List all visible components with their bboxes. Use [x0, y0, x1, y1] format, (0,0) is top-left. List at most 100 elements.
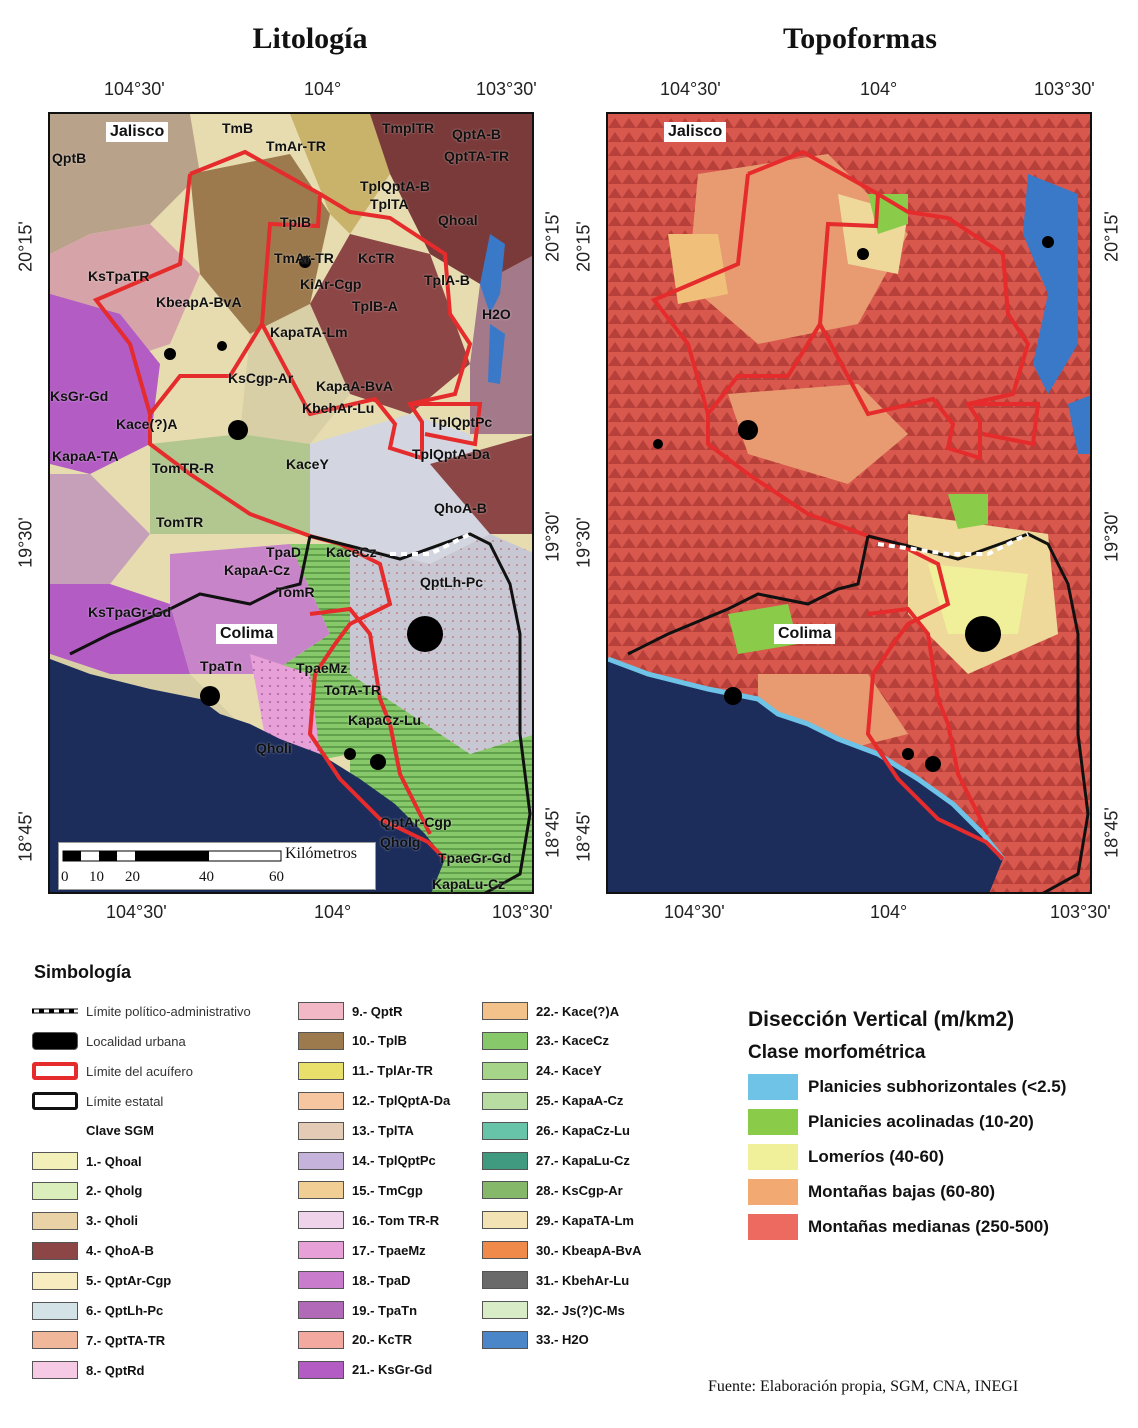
- legend-item: 22.- Kace(?)A: [482, 1000, 619, 1022]
- topoforms-map: [606, 112, 1092, 894]
- geo-unit-label: KapaA-TA: [52, 448, 119, 464]
- legend-label: 29.- KapaTA-Lm: [536, 1212, 634, 1228]
- legend-item: 7.- QptTA-TR: [32, 1329, 165, 1351]
- legend-label: 24.- KaceY: [536, 1063, 602, 1079]
- legend-swatch: [298, 1301, 344, 1319]
- legend-item: 29.- KapaTA-Lm: [482, 1209, 634, 1231]
- left-lat-right-3: 18°45': [542, 807, 563, 858]
- geo-unit-label: QptTA-TR: [444, 148, 510, 164]
- dv-swatch: [748, 1074, 798, 1100]
- left-lat-right-2: 19°30': [542, 511, 563, 562]
- dv-swatch: [748, 1214, 798, 1240]
- legend-item: 14.- TplQptPc: [298, 1150, 436, 1172]
- geo-unit-label: KbeapA-BvA: [156, 294, 242, 310]
- legend-swatch: [482, 1121, 528, 1140]
- geo-unit-label: KbehAr-Lu: [302, 400, 375, 416]
- legend-item: 18.- TpaD: [298, 1269, 411, 1291]
- legend-item: 25.- KapaA-Cz: [482, 1090, 623, 1112]
- geo-unit-label: KiAr-Cgp: [300, 276, 362, 292]
- legend-item: 13.- TplTA: [298, 1120, 414, 1142]
- legend-label: 14.- TplQptPc: [352, 1153, 436, 1168]
- geo-unit-label: KapaLu-Cz: [432, 876, 506, 892]
- legend-item: 28.- KsCgp-Ar: [482, 1179, 623, 1201]
- legend-swatch: [482, 1330, 528, 1349]
- right-lon-bottom-2: 104°: [870, 902, 908, 922]
- legend-label: 26.- KapaCz-Lu: [536, 1123, 630, 1139]
- geo-unit-label: TplA-B: [424, 272, 470, 288]
- dashed-boundary-icon: [32, 1008, 78, 1014]
- geo-unit-label: KsTpaGr-Gd: [88, 604, 172, 620]
- legend-label: 32.- Js(?)C-Ms: [536, 1302, 625, 1318]
- legend-label: 11.- TplAr-TR: [352, 1063, 433, 1079]
- urban-area-icon: [32, 1032, 78, 1050]
- legend-label: 3.- Qholi: [86, 1213, 138, 1229]
- geo-unit-label: TpaeGr-Gd: [438, 850, 512, 866]
- right-lat-right-1: 20°15': [1101, 211, 1122, 262]
- geo-unit-label: KapaA-Cz: [224, 562, 291, 578]
- legend-swatch: [32, 1361, 78, 1380]
- dv-legend-item: Lomeríos (40-60): [748, 1144, 944, 1170]
- legend-label: 15.- TmCgp: [352, 1182, 423, 1198]
- geo-unit-label: KsGr-Gd: [50, 388, 109, 404]
- legend-swatch: [298, 1241, 344, 1260]
- left-lon-top-2: 104°: [304, 79, 342, 99]
- geo-unit-label: ToTA-TR: [324, 682, 382, 698]
- legend-item: 8.- QptRd: [32, 1359, 145, 1381]
- legend-swatch: [482, 1301, 528, 1319]
- legend-swatch: [298, 1002, 344, 1020]
- geo-unit-label: TomR: [276, 584, 315, 600]
- legend-label: 23.- KaceCz: [536, 1033, 609, 1049]
- scale-tick: 0: [61, 869, 69, 885]
- legend-item: 5.- QptAr-Cgp: [32, 1270, 171, 1292]
- scale-tick: 20: [125, 869, 140, 885]
- scale-tick: 60: [269, 869, 284, 885]
- legend-swatch: [32, 1152, 78, 1170]
- left-lon-top-3: 103°30': [476, 79, 537, 99]
- legend-label: 22.- Kace(?)A: [536, 1003, 620, 1019]
- legend-item: 33.- H2O: [482, 1329, 589, 1351]
- geo-unit-label: KapaCz-Lu: [348, 712, 422, 728]
- right-lon-top-1: 104°30': [660, 79, 721, 99]
- legend-label: 6.- QptLh-Pc: [86, 1303, 164, 1318]
- legend-swatch: [482, 1002, 528, 1020]
- legend-swatch: [482, 1091, 528, 1110]
- geo-unit-label: TplB: [280, 214, 312, 230]
- legend-swatch: [482, 1271, 528, 1290]
- dv-legend-subtitle: Clase morfométrica: [748, 1042, 926, 1063]
- legend-label: 28.- KsCgp-Ar: [536, 1182, 623, 1198]
- legend-swatch: [482, 1151, 528, 1170]
- geo-unit-label: TpaD: [266, 544, 301, 560]
- legend-label: 5.- QptAr-Cgp: [86, 1273, 172, 1289]
- legend-label: 19.- TpaTn: [352, 1302, 418, 1318]
- geo-unit-label: KcTR: [358, 250, 395, 266]
- legend-swatch: [298, 1061, 344, 1080]
- legend-item: 32.- Js(?)C-Ms: [482, 1299, 625, 1321]
- geo-unit-label: KsCgp-Ar: [228, 370, 294, 386]
- legend-label: 4.- QhoA-B: [86, 1243, 154, 1259]
- right-lat-right-2: 19°30': [1101, 511, 1122, 562]
- legend-swatch: [298, 1151, 344, 1170]
- left-lat-left-2: 19°30': [15, 517, 36, 568]
- left-lon-bottom-3: 103°30': [492, 902, 553, 922]
- legend-label: 16.- Tom TR-R: [352, 1212, 440, 1228]
- legend-label: Localidad urbana: [86, 1033, 186, 1049]
- legend-item: 27.- KapaLu-Cz: [482, 1150, 630, 1172]
- right-lon-bottom-1: 104°30': [664, 902, 725, 922]
- right-lon-top-2: 104°: [860, 79, 898, 99]
- right-lon-bottom-3: 103°30': [1050, 902, 1111, 922]
- legend-label: 27.- KapaLu-Cz: [536, 1153, 630, 1168]
- geo-unit-label: TmAr-TR: [266, 138, 326, 154]
- dv-legend-title: Disección Vertical (m/km2): [748, 1008, 1015, 1031]
- geo-unit-label: QptAr-Cgp: [380, 814, 452, 830]
- legend-swatch: [298, 1031, 344, 1050]
- geo-unit-label: QptLh-Pc: [420, 574, 483, 590]
- geo-unit-label: QhoA-B: [434, 500, 487, 516]
- lithology-map: [48, 112, 534, 894]
- scale-bar-graphic: [62, 850, 282, 862]
- geo-unit-label: KsTpaTR: [88, 268, 150, 284]
- dv-swatch: [748, 1109, 798, 1135]
- legend-swatch: [32, 1271, 78, 1290]
- legend-label: 25.- KapaA-Cz: [536, 1093, 624, 1109]
- scale-tick: 10: [89, 869, 104, 885]
- legend-swatch: [482, 1061, 528, 1080]
